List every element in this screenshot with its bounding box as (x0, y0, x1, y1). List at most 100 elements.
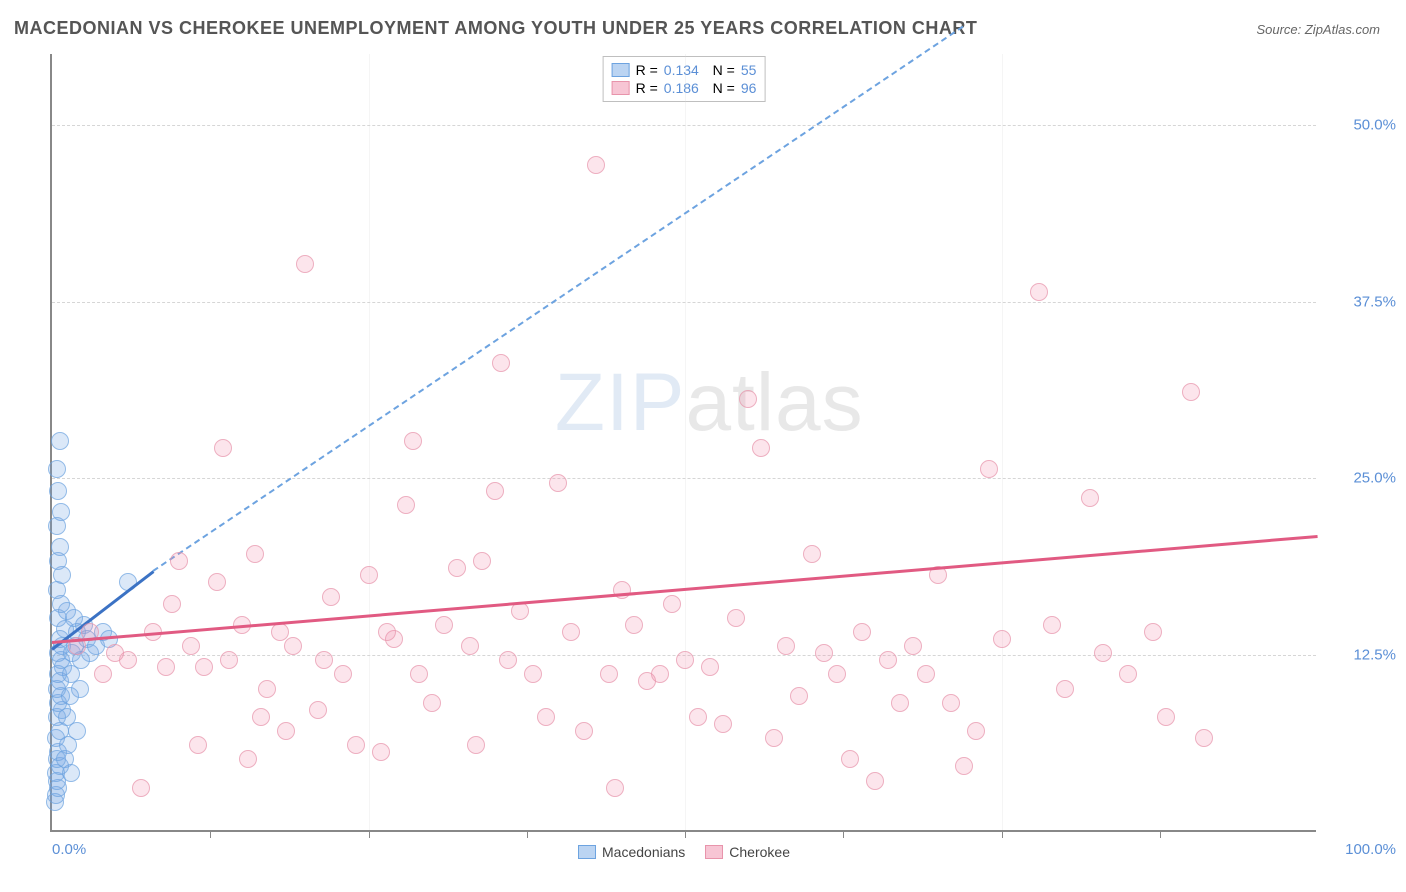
x-minor-tick (1160, 830, 1161, 838)
scatter-point-b (606, 779, 624, 797)
scatter-point-b (252, 708, 270, 726)
x-minor-tick (527, 830, 528, 838)
legend-item-a: Macedonians (578, 844, 685, 860)
scatter-point-b (499, 651, 517, 669)
correlation-legend: R = 0.134 N = 55R = 0.186 N = 96 (603, 56, 766, 102)
r-value: 0.134 (664, 62, 699, 78)
gridline-horizontal (52, 302, 1316, 303)
y-tick-label: 12.5% (1326, 647, 1396, 664)
scatter-point-b (94, 665, 112, 683)
scatter-point-b (214, 439, 232, 457)
scatter-point-b (322, 588, 340, 606)
series-legend: Macedonians Cherokee (578, 844, 790, 860)
scatter-point-b (815, 644, 833, 662)
legend-swatch-b (612, 81, 630, 95)
watermark-light: atlas (685, 357, 863, 448)
scatter-point-b (752, 439, 770, 457)
scatter-point-b (170, 552, 188, 570)
scatter-point-b (163, 595, 181, 613)
scatter-point-b (284, 637, 302, 655)
legend-item-b: Cherokee (705, 844, 790, 860)
scatter-point-b (663, 595, 681, 613)
scatter-point-b (372, 743, 390, 761)
y-tick-label: 25.0% (1326, 470, 1396, 487)
scatter-point-b (315, 651, 333, 669)
scatter-point-b (727, 609, 745, 627)
scatter-point-a (48, 460, 66, 478)
x-tick-max: 100.0% (1345, 841, 1396, 858)
scatter-point-b (189, 736, 207, 754)
scatter-point-b (1195, 729, 1213, 747)
scatter-point-b (739, 390, 757, 408)
legend-swatch-b (705, 845, 723, 859)
scatter-point-b (980, 460, 998, 478)
scatter-point-b (866, 772, 884, 790)
correlation-row-a: R = 0.134 N = 55 (612, 61, 757, 79)
correlation-row-b: R = 0.186 N = 96 (612, 79, 757, 97)
x-minor-tick (685, 830, 686, 838)
legend-label: Cherokee (729, 844, 790, 860)
scatter-point-b (473, 552, 491, 570)
scatter-point-a (59, 736, 77, 754)
scatter-point-b (334, 665, 352, 683)
scatter-point-b (967, 722, 985, 740)
scatter-point-b (461, 637, 479, 655)
scatter-point-a (51, 538, 69, 556)
scatter-point-b (701, 658, 719, 676)
chart-title: MACEDONIAN VS CHEROKEE UNEMPLOYMENT AMON… (14, 18, 977, 39)
scatter-point-b (410, 665, 428, 683)
scatter-point-b (955, 757, 973, 775)
scatter-point-a (62, 764, 80, 782)
scatter-point-b (765, 729, 783, 747)
scatter-point-b (879, 651, 897, 669)
scatter-point-b (1144, 623, 1162, 641)
scatter-point-a (51, 432, 69, 450)
x-tick-min: 0.0% (52, 841, 86, 858)
scatter-point-b (309, 701, 327, 719)
y-tick-label: 37.5% (1326, 293, 1396, 310)
n-label: N = (705, 62, 735, 78)
scatter-point-b (435, 616, 453, 634)
legend-swatch-a (612, 63, 630, 77)
scatter-point-b (575, 722, 593, 740)
scatter-point-b (549, 474, 567, 492)
scatter-point-b (467, 736, 485, 754)
scatter-point-b (132, 779, 150, 797)
scatter-point-b (277, 722, 295, 740)
scatter-point-b (600, 665, 618, 683)
scatter-point-b (246, 545, 264, 563)
gridline-horizontal (52, 478, 1316, 479)
scatter-point-b (492, 354, 510, 372)
scatter-point-b (1081, 489, 1099, 507)
scatter-point-b (537, 708, 555, 726)
scatter-point-b (790, 687, 808, 705)
scatter-point-b (157, 658, 175, 676)
n-value: 96 (741, 80, 757, 96)
scatter-point-a (61, 687, 79, 705)
gridline-vertical (369, 54, 370, 830)
scatter-point-b (347, 736, 365, 754)
scatter-point-a (49, 482, 67, 500)
scatter-point-b (853, 623, 871, 641)
scatter-point-b (195, 658, 213, 676)
gridline-vertical (1002, 54, 1003, 830)
watermark: ZIPatlas (555, 356, 864, 450)
scatter-point-b (524, 665, 542, 683)
scatter-point-b (562, 623, 580, 641)
gridline-horizontal (52, 125, 1316, 126)
legend-swatch-a (578, 845, 596, 859)
r-value: 0.186 (664, 80, 699, 96)
scatter-point-b (1182, 383, 1200, 401)
gridline-vertical (685, 54, 686, 830)
scatter-point-b (777, 637, 795, 655)
source-attribution: Source: ZipAtlas.com (1256, 22, 1380, 37)
y-tick-label: 50.0% (1326, 116, 1396, 133)
scatter-point-b (714, 715, 732, 733)
r-label: R = (636, 80, 658, 96)
scatter-point-b (486, 482, 504, 500)
scatter-point-b (891, 694, 909, 712)
scatter-point-b (220, 651, 238, 669)
n-value: 55 (741, 62, 757, 78)
scatter-point-b (239, 750, 257, 768)
scatter-point-b (1043, 616, 1061, 634)
